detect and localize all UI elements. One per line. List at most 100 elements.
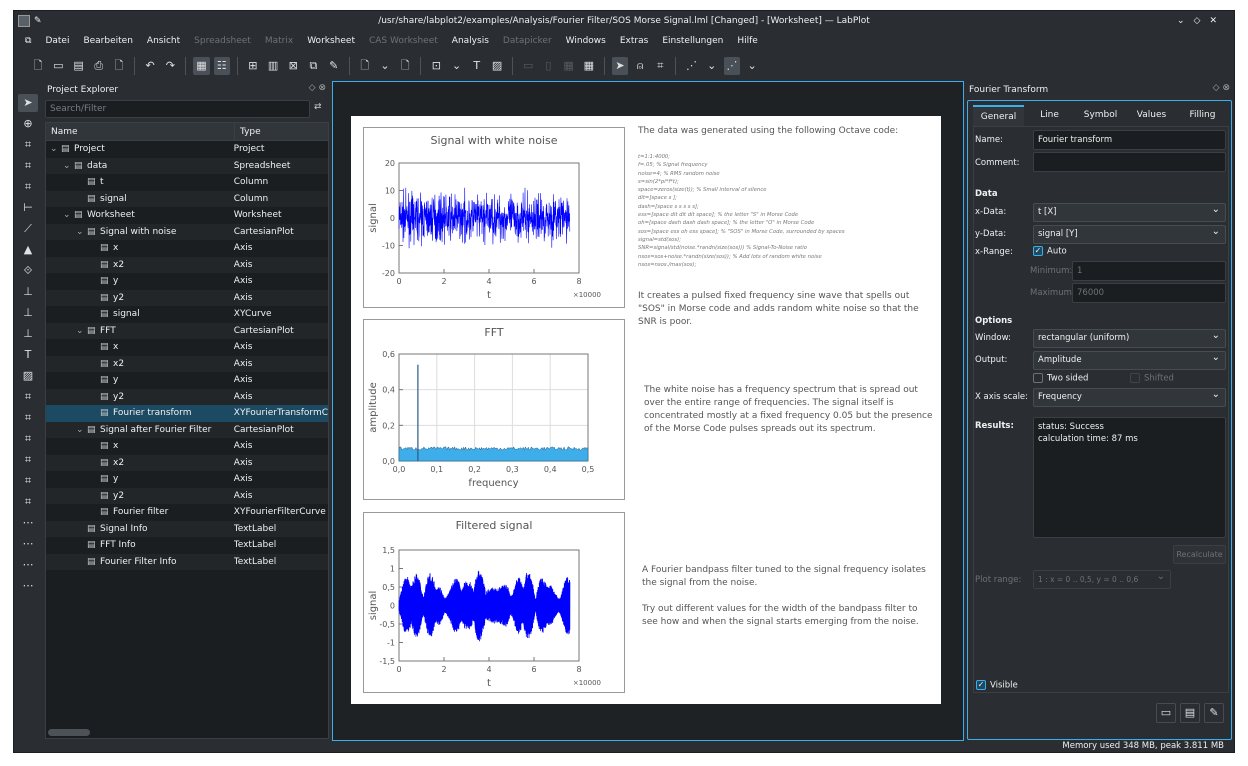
zoom-in-x-icon[interactable]: ⌗	[24, 432, 32, 445]
matrix-icon[interactable]: ⊠	[288, 59, 298, 72]
expand-arrow-icon[interactable]: ⌄	[76, 226, 84, 237]
comment-input[interactable]	[1033, 152, 1226, 172]
axis-icon[interactable]: ⊥	[23, 285, 33, 298]
shifted-checkbox[interactable]: Shifted	[1130, 373, 1174, 384]
tab-symbol[interactable]: Symbol	[1075, 105, 1126, 126]
window-select[interactable]: rectangular (uniform)	[1033, 327, 1226, 348]
crosshair-icon[interactable]: ⊕	[23, 117, 33, 130]
text-label-icon[interactable]: T	[473, 59, 481, 72]
menu-windows[interactable]: Windows	[565, 36, 606, 46]
tree-row[interactable]: ▤ signal XYCurve	[46, 306, 328, 323]
tree-row[interactable]: ▤ y2 Axis	[46, 289, 328, 306]
chevron-down-icon[interactable]: ⌄	[451, 59, 462, 72]
expand-arrow-icon[interactable]: ⌄	[76, 424, 84, 435]
visible-checkbox[interactable]: ✓ Visible	[976, 680, 1018, 691]
menu-datapicker[interactable]: Datapicker	[502, 36, 552, 46]
tree-row[interactable]: ⌄ ▤ FFT CartesianPlot	[46, 322, 328, 339]
zoom-out-y-icon[interactable]: ⌗	[24, 495, 32, 508]
close-button[interactable]: ✕	[1209, 16, 1226, 26]
menu-ansicht[interactable]: Ansicht	[146, 36, 181, 46]
x-axis-scale-select[interactable]: Frequency	[1033, 386, 1226, 407]
print-preview-icon[interactable]: 🗋	[114, 59, 124, 72]
new-icon[interactable]: 🗋	[33, 59, 43, 72]
tree-row[interactable]: ▤ y Axis	[46, 372, 328, 389]
chevron-down-icon[interactable]: ⌄	[380, 59, 390, 72]
window-controls[interactable]: ⌄◇✕	[1177, 11, 1226, 32]
grid-layout-icon[interactable]: ▦	[563, 59, 574, 72]
tree-row[interactable]: ⌄ ▤ Worksheet Worksheet	[46, 207, 328, 224]
expand-arrow-icon[interactable]: ⌄	[50, 144, 58, 154]
maximum-input[interactable]: 76000	[1072, 283, 1226, 303]
axis-x-icon[interactable]: ⊥	[23, 306, 33, 319]
cursor-icon[interactable]: ⊢	[23, 201, 33, 214]
horizontal-scrollbar[interactable]	[48, 729, 90, 736]
shift-right-icon[interactable]: ⋯	[22, 537, 34, 550]
tree-row[interactable]: ▤ x2 Axis	[46, 454, 328, 471]
layout-icon[interactable]: ▦	[193, 57, 210, 75]
tree-row[interactable]: ▤ x Axis	[46, 339, 328, 356]
zoom-in-icon[interactable]: ⌗	[24, 390, 32, 403]
menu-icon[interactable]: ⧉	[25, 36, 32, 46]
maximize-button[interactable]: ◇	[1193, 16, 1210, 26]
chevron-down-icon[interactable]: ⌄	[747, 59, 757, 72]
tree-row[interactable]: ▤ x2 Axis	[46, 355, 328, 372]
dock-close-icon[interactable]: ◇ ⊗	[308, 83, 326, 93]
plot-range-select[interactable]: 1 : x = 0 .. 0,5, y = 0 .. 0,6	[1033, 568, 1171, 589]
scale-auto-icon[interactable]: ⟋	[24, 222, 32, 235]
zoom-x-icon[interactable]: ⌗	[24, 159, 32, 172]
worksheet-icon[interactable]: ⧉	[309, 59, 318, 72]
image-icon[interactable]: ▨	[491, 59, 503, 72]
tab-line[interactable]: Line	[1024, 105, 1075, 126]
menu-einstellungen[interactable]: Einstellungen	[662, 36, 724, 46]
scale-x-icon[interactable]: ▲	[23, 243, 33, 256]
zoom-select-icon[interactable]: ⌗	[657, 59, 664, 72]
chart-fft[interactable]: FFT 0,0 0,1 0,2 0,3 0,4 0,5 0,6 0,4 0,2 0,0 frequen…	[363, 319, 625, 500]
tree-row[interactable]: ⌄ ▤ data Spreadsheet	[46, 157, 328, 174]
new-plot-icon[interactable]: ⊞	[248, 59, 258, 72]
save-as-default-icon[interactable]: ✎	[1204, 703, 1224, 723]
tree-row[interactable]: ▤ x Axis	[46, 240, 328, 257]
zoom-icon[interactable]: ⋰	[685, 59, 697, 72]
select-icon[interactable]: ➤	[18, 94, 38, 112]
minimize-button[interactable]: ⌄	[1176, 16, 1194, 26]
menu-matrix[interactable]: Matrix	[264, 36, 294, 46]
column-header-name[interactable]: Name	[46, 123, 235, 140]
import-icon[interactable]: 🗋	[400, 59, 410, 72]
layout-list-icon[interactable]: ☷	[213, 57, 230, 75]
mouse-icon[interactable]: ⍝	[636, 59, 644, 72]
menu-cas-worksheet[interactable]: CAS Worksheet	[368, 36, 438, 46]
menu-extras[interactable]: Extras	[619, 36, 649, 46]
break-layout-icon[interactable]: ▦	[583, 59, 594, 72]
expand-arrow-icon[interactable]: ⌄	[63, 210, 71, 220]
name-input[interactable]: Fourier transform	[1033, 130, 1226, 150]
select-cursor-icon[interactable]: ➤	[611, 57, 629, 75]
chart-signal-with-noise[interactable]: Signal with white noise 0 2 4 6 8 20 10 0 -10 -20 t…	[363, 127, 625, 308]
expand-arrow-icon[interactable]: ⌄	[63, 160, 71, 171]
tree-row[interactable]: ▤ y Axis	[46, 471, 328, 488]
tree-row[interactable]: ▤ FFT Info TextLabel	[46, 537, 328, 554]
menu-hilfe[interactable]: Hilfe	[737, 36, 758, 46]
datapicker-icon[interactable]: ✎	[329, 59, 339, 72]
tree-row[interactable]: ▤ Fourier transform XYFourierTransformCurv…	[46, 405, 328, 422]
recalculate-button[interactable]: Recalculate	[1173, 545, 1226, 564]
menu-datei[interactable]: Datei	[45, 36, 70, 46]
zoom-level-icon[interactable]: ⋰	[723, 57, 741, 75]
scale-y-icon[interactable]: ⟐	[23, 264, 33, 277]
chart-filtered-signal[interactable]: Filtered signal 0 2 4 6 8 1,5 1 0,5 0 -0,5 -1 -1,5 t s…	[363, 512, 625, 693]
menu-worksheet[interactable]: Worksheet	[307, 36, 355, 46]
chevron-down-icon[interactable]: ⌄	[707, 59, 717, 72]
open-icon[interactable]: ▭	[53, 59, 64, 72]
tree-row[interactable]: ▤ t Column	[46, 174, 328, 191]
shift-up-icon[interactable]: ⋯	[22, 558, 34, 571]
horizontal-layout-icon[interactable]: ▯	[545, 59, 552, 72]
redo-icon[interactable]: ↷	[165, 59, 175, 72]
zoom-in-y-icon[interactable]: ⌗	[24, 474, 32, 487]
column-header-type[interactable]: Type	[240, 127, 261, 137]
y-data-select[interactable]: signal [Y]	[1033, 223, 1226, 244]
zoom-y-icon[interactable]: ⌗	[24, 180, 32, 193]
x-data-select[interactable]: t [X]	[1033, 201, 1226, 222]
tree-row[interactable]: ▤ signal Column	[46, 190, 328, 207]
dock-close-icon[interactable]: ◇ ⊗	[1212, 83, 1230, 93]
tree-row[interactable]: ⌄ ▤ Project Project	[46, 141, 328, 158]
menu-bearbeiten[interactable]: Bearbeiten	[83, 36, 133, 46]
